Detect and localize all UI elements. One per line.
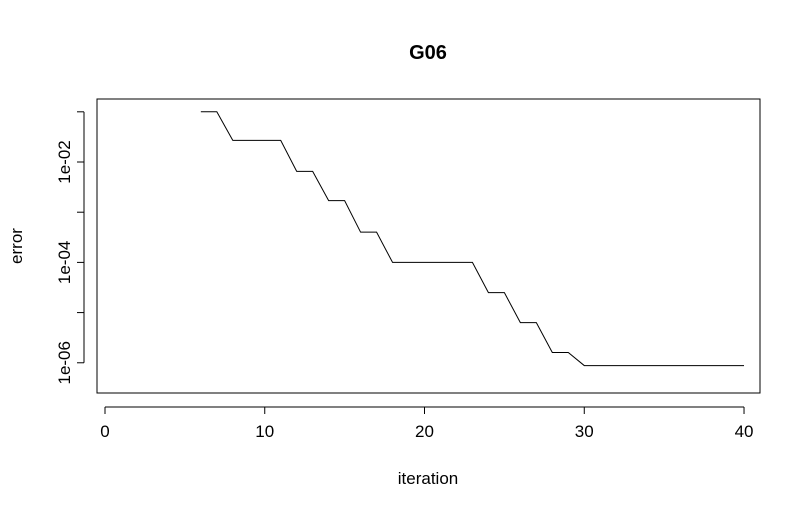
x-tick-label: 30 xyxy=(575,422,594,441)
x-tick-label: 10 xyxy=(255,422,274,441)
plot-frame xyxy=(96,98,761,394)
x-axis-label: iteration xyxy=(398,469,458,488)
x-axis: 0 10 20 30 40 xyxy=(100,406,754,441)
y-tick-label: 1e-06 xyxy=(55,341,74,384)
x-tick-label: 20 xyxy=(415,422,434,441)
chart-title: G06 xyxy=(409,42,447,64)
y-tick-label: 1e-02 xyxy=(55,140,74,183)
x-tick-label: 40 xyxy=(735,422,754,441)
x-tick-label: 0 xyxy=(100,422,109,441)
y-axis: 1e-06 1e-04 1e-02 xyxy=(55,111,85,385)
y-tick-label: 1e-04 xyxy=(55,241,74,284)
y-axis-label: error xyxy=(7,228,26,264)
series-line xyxy=(200,111,745,367)
series-layer xyxy=(200,111,745,367)
